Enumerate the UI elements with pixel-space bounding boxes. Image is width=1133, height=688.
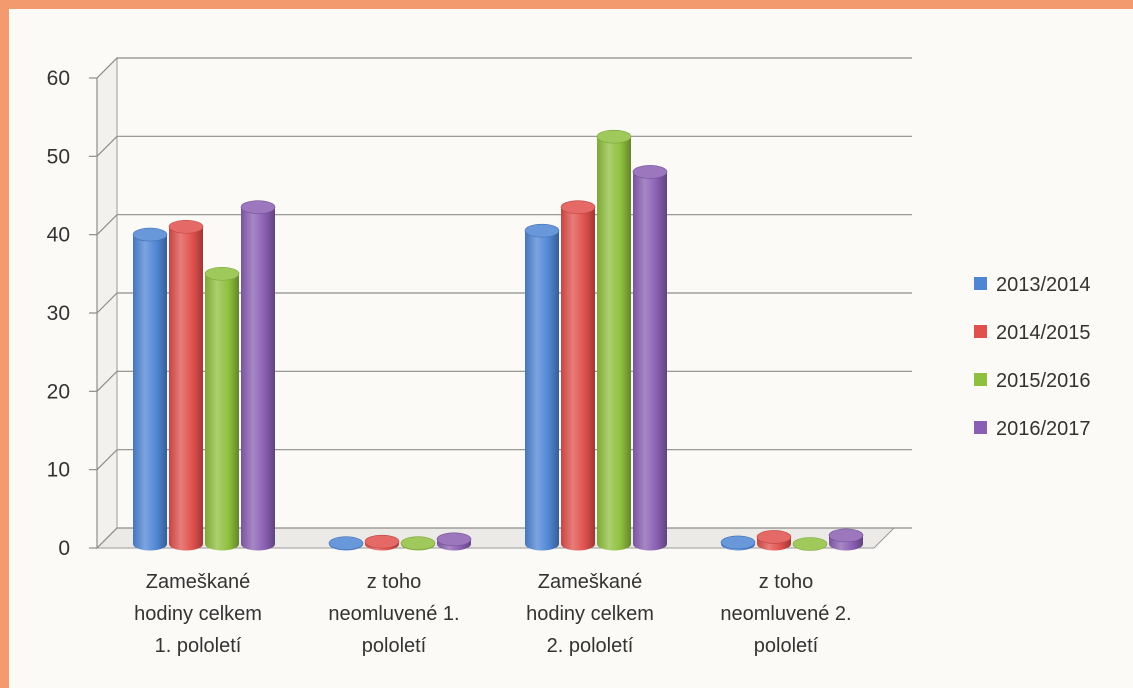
bar xyxy=(436,532,472,551)
gridline xyxy=(96,214,912,236)
y-axis-ticks: 0 10 20 30 40 50 60 xyxy=(47,67,98,560)
y-tick-label: 0 xyxy=(58,537,70,560)
bar xyxy=(560,200,596,551)
y-tick-label: 60 xyxy=(47,67,70,90)
category-label: z toho neomluvené 1. pololetí xyxy=(328,571,459,657)
bar xyxy=(756,530,792,551)
y-tick-label: 50 xyxy=(47,145,70,168)
legend-swatch xyxy=(974,277,987,290)
bar xyxy=(364,534,400,551)
legend-swatch xyxy=(974,373,987,386)
legend-label: 2014/2015 xyxy=(996,322,1091,344)
gridline xyxy=(96,135,912,157)
bar xyxy=(240,200,276,551)
y-tick-label: 20 xyxy=(47,380,70,403)
x-axis-labels: Zameškané hodiny celkem 1. pololetí z toho n… xyxy=(134,571,852,657)
legend-swatch xyxy=(974,325,987,338)
category-label: z toho neomluvené 2. pololetí xyxy=(720,571,851,657)
y-tick-label: 10 xyxy=(47,459,70,482)
bar xyxy=(400,536,436,551)
legend-label: 2016/2017 xyxy=(996,418,1091,440)
bar xyxy=(328,536,364,551)
legend-label: 2015/2016 xyxy=(996,370,1091,392)
legend-label: 2013/2014 xyxy=(996,274,1091,296)
bar xyxy=(168,219,204,551)
legend: 2013/2014 2014/2015 2015/2016 2016/2017 xyxy=(974,274,1091,440)
bar xyxy=(524,223,560,551)
bar xyxy=(132,227,168,551)
bar xyxy=(204,266,240,551)
bar xyxy=(720,535,756,551)
legend-swatch xyxy=(974,421,987,434)
bars xyxy=(132,129,864,551)
y-tick-label: 30 xyxy=(47,302,70,325)
y-tick-label: 40 xyxy=(47,224,70,247)
bar xyxy=(596,129,632,551)
gridline xyxy=(96,57,912,79)
category-label: Zameškané hodiny celkem 1. pololetí xyxy=(134,571,262,657)
category-label: Zameškané hodiny celkem 2. pololetí xyxy=(526,571,654,657)
bar xyxy=(792,537,828,551)
bar xyxy=(632,165,668,551)
bar xyxy=(828,528,864,551)
